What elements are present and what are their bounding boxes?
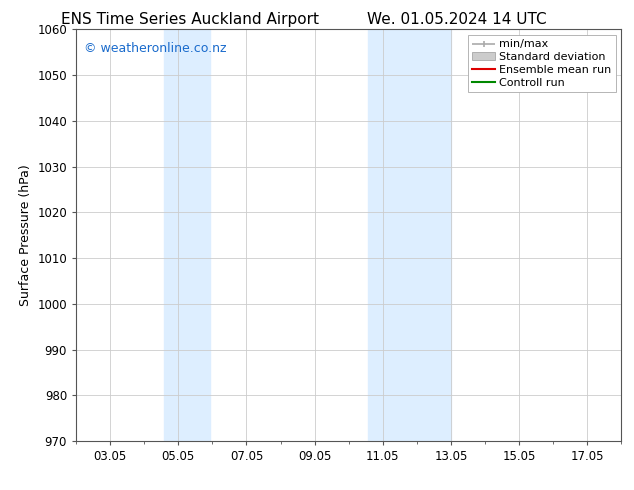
Legend: min/max, Standard deviation, Ensemble mean run, Controll run: min/max, Standard deviation, Ensemble me…	[468, 35, 616, 92]
Y-axis label: Surface Pressure (hPa): Surface Pressure (hPa)	[19, 164, 32, 306]
Text: © weatheronline.co.nz: © weatheronline.co.nz	[84, 42, 227, 55]
Text: ENS Time Series Auckland Airport: ENS Time Series Auckland Airport	[61, 12, 319, 27]
Text: We. 01.05.2024 14 UTC: We. 01.05.2024 14 UTC	[366, 12, 547, 27]
Bar	[368, 29, 451, 441]
Bar	[164, 29, 210, 441]
